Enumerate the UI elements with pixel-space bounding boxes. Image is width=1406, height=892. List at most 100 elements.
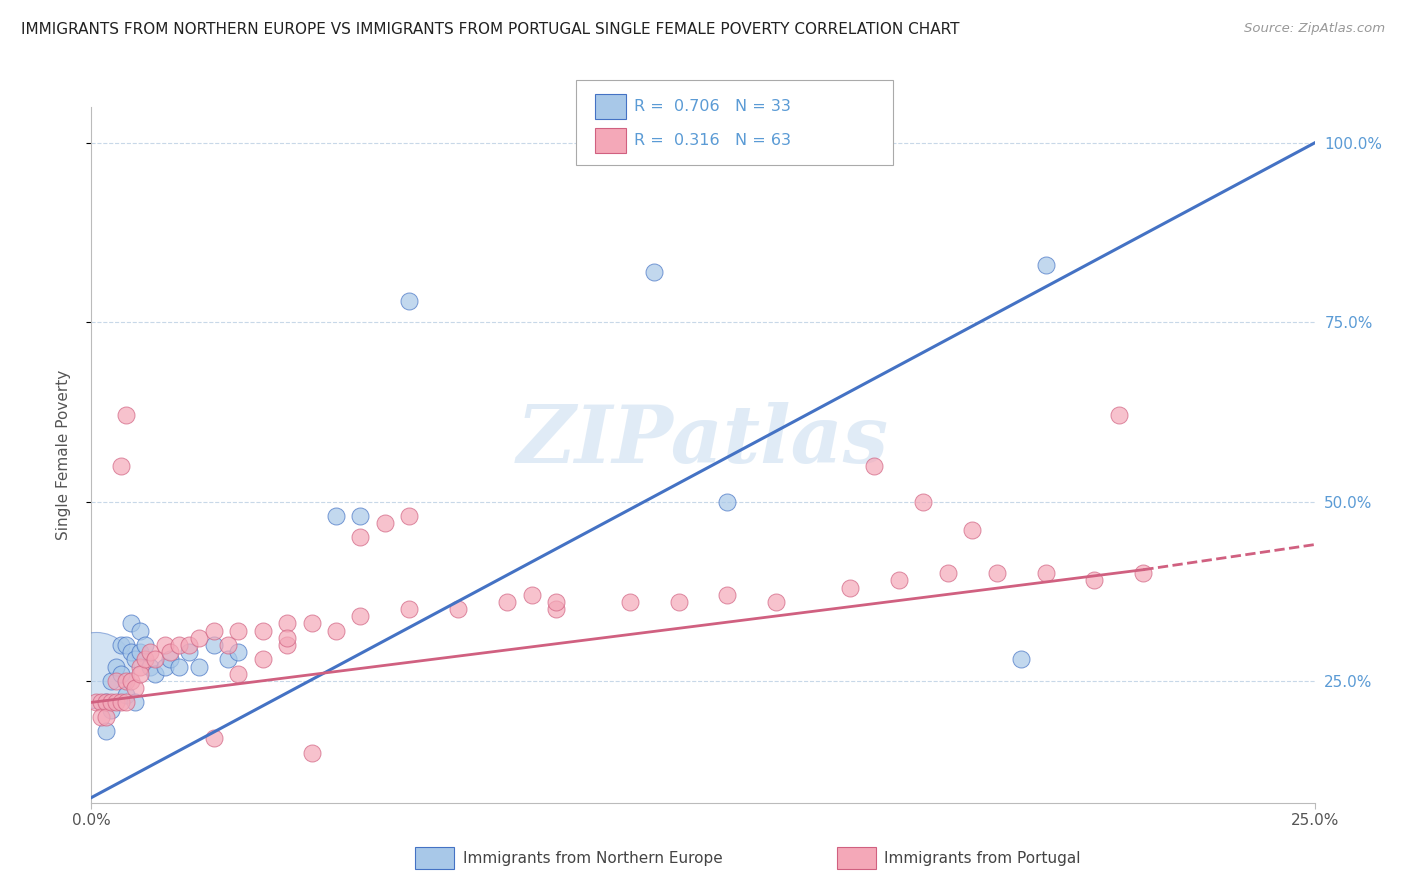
Point bbox=[104, 673, 127, 688]
Point bbox=[90, 710, 112, 724]
Point bbox=[110, 458, 132, 473]
Point bbox=[129, 659, 152, 673]
Point bbox=[134, 638, 156, 652]
Point bbox=[100, 695, 122, 709]
Point bbox=[619, 595, 641, 609]
Point bbox=[114, 673, 136, 688]
Point bbox=[520, 588, 543, 602]
Point bbox=[110, 638, 132, 652]
Point bbox=[100, 702, 122, 716]
Point bbox=[188, 631, 211, 645]
Point bbox=[838, 581, 860, 595]
Point bbox=[84, 695, 107, 709]
Point bbox=[398, 508, 420, 523]
Point bbox=[398, 293, 420, 308]
Point bbox=[84, 663, 107, 677]
Point bbox=[94, 695, 117, 709]
Point bbox=[179, 645, 201, 659]
Point bbox=[94, 695, 117, 709]
Text: ZIPatlas: ZIPatlas bbox=[517, 402, 889, 480]
Point bbox=[1108, 409, 1130, 423]
Point bbox=[120, 616, 142, 631]
Point bbox=[276, 616, 298, 631]
Point bbox=[202, 624, 225, 638]
Point bbox=[104, 659, 127, 673]
Text: IMMIGRANTS FROM NORTHERN EUROPE VS IMMIGRANTS FROM PORTUGAL SINGLE FEMALE POVERT: IMMIGRANTS FROM NORTHERN EUROPE VS IMMIG… bbox=[21, 22, 959, 37]
Point bbox=[202, 731, 225, 746]
Point bbox=[960, 523, 983, 537]
Point bbox=[226, 645, 249, 659]
Point bbox=[349, 508, 371, 523]
Point bbox=[159, 645, 181, 659]
Point bbox=[124, 652, 146, 666]
Point bbox=[447, 602, 470, 616]
Point bbox=[765, 595, 787, 609]
Y-axis label: Single Female Poverty: Single Female Poverty bbox=[56, 370, 70, 540]
Point bbox=[887, 574, 910, 588]
Point bbox=[110, 695, 132, 709]
Point bbox=[129, 645, 152, 659]
Point bbox=[1035, 258, 1057, 272]
Point bbox=[114, 409, 136, 423]
Point bbox=[1010, 652, 1032, 666]
Text: Source: ZipAtlas.com: Source: ZipAtlas.com bbox=[1244, 22, 1385, 36]
Point bbox=[120, 645, 142, 659]
Point bbox=[124, 681, 146, 695]
Point bbox=[349, 530, 371, 544]
Point bbox=[134, 652, 156, 666]
Text: R =  0.706   N = 33: R = 0.706 N = 33 bbox=[634, 99, 792, 113]
Point bbox=[90, 695, 112, 709]
Point bbox=[179, 638, 201, 652]
Point bbox=[202, 638, 225, 652]
Point bbox=[114, 695, 136, 709]
Text: Immigrants from Northern Europe: Immigrants from Northern Europe bbox=[463, 851, 723, 865]
Point bbox=[1035, 566, 1057, 581]
Point bbox=[301, 746, 323, 760]
Point bbox=[643, 265, 665, 279]
Point bbox=[276, 631, 298, 645]
Point bbox=[226, 624, 249, 638]
Point bbox=[349, 609, 371, 624]
Point bbox=[100, 673, 122, 688]
Point bbox=[114, 688, 136, 702]
Point bbox=[110, 666, 132, 681]
Point bbox=[169, 638, 191, 652]
Point bbox=[301, 616, 323, 631]
Point bbox=[325, 624, 347, 638]
Point bbox=[139, 645, 162, 659]
Point bbox=[159, 652, 181, 666]
Point bbox=[276, 638, 298, 652]
Point bbox=[139, 659, 162, 673]
Point bbox=[226, 666, 249, 681]
Point bbox=[1132, 566, 1154, 581]
Point bbox=[936, 566, 959, 581]
Point bbox=[124, 695, 146, 709]
Point bbox=[398, 602, 420, 616]
Point bbox=[716, 588, 738, 602]
Point bbox=[129, 666, 152, 681]
Point bbox=[129, 624, 152, 638]
Point bbox=[668, 595, 690, 609]
Point bbox=[716, 494, 738, 508]
Point bbox=[143, 666, 166, 681]
Point bbox=[374, 516, 396, 530]
Point bbox=[546, 595, 568, 609]
Point bbox=[252, 652, 274, 666]
Point bbox=[912, 494, 935, 508]
Point bbox=[496, 595, 519, 609]
Text: R =  0.316   N = 63: R = 0.316 N = 63 bbox=[634, 133, 792, 147]
Point bbox=[153, 659, 176, 673]
Point bbox=[986, 566, 1008, 581]
Point bbox=[114, 638, 136, 652]
Point bbox=[104, 695, 127, 709]
Point bbox=[863, 458, 886, 473]
Point bbox=[1083, 574, 1105, 588]
Point bbox=[143, 652, 166, 666]
Point bbox=[153, 638, 176, 652]
Point bbox=[217, 652, 239, 666]
Point bbox=[120, 673, 142, 688]
Point bbox=[188, 659, 211, 673]
Point bbox=[325, 508, 347, 523]
Point bbox=[217, 638, 239, 652]
Point bbox=[546, 602, 568, 616]
